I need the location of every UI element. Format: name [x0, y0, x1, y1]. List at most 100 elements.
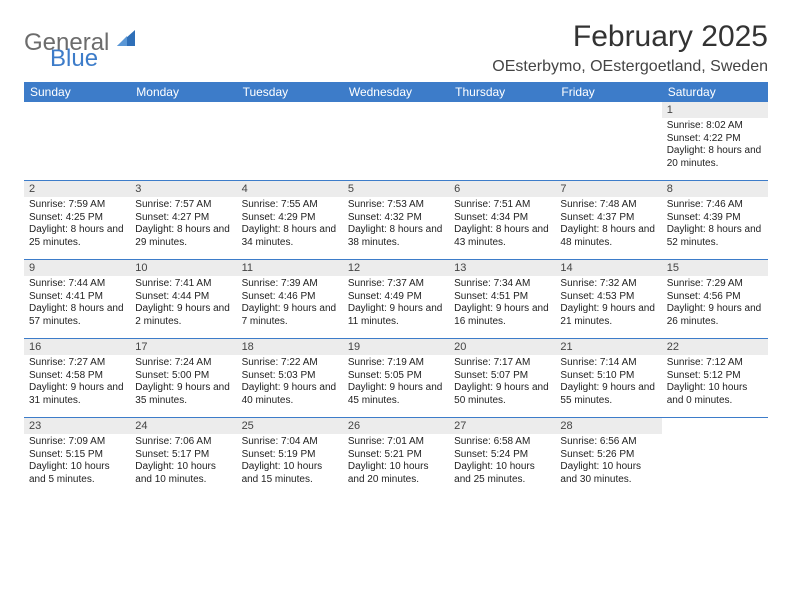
- day-daylight: Daylight: 8 hours and 25 minutes.: [29, 224, 125, 249]
- day-details: Sunrise: 7:39 AMSunset: 4:46 PMDaylight:…: [237, 276, 343, 332]
- day-sunset: Sunset: 5:10 PM: [560, 370, 656, 383]
- day-number: 25: [237, 418, 343, 434]
- day-sunrise: Sunrise: 7:48 AM: [560, 199, 656, 212]
- day-details: Sunrise: 7:51 AMSunset: 4:34 PMDaylight:…: [449, 197, 555, 253]
- day-daylight: Daylight: 9 hours and 45 minutes.: [348, 382, 444, 407]
- day-daylight: Daylight: 9 hours and 21 minutes.: [560, 303, 656, 328]
- day-number: [24, 102, 130, 118]
- day-sunrise: Sunrise: 6:56 AM: [560, 436, 656, 449]
- calendar-cell: 15Sunrise: 7:29 AMSunset: 4:56 PMDayligh…: [662, 260, 768, 338]
- calendar-cell: [343, 102, 449, 180]
- calendar-cell: 22Sunrise: 7:12 AMSunset: 5:12 PMDayligh…: [662, 339, 768, 417]
- calendar-cell: 5Sunrise: 7:53 AMSunset: 4:32 PMDaylight…: [343, 181, 449, 259]
- day-sunrise: Sunrise: 7:19 AM: [348, 357, 444, 370]
- day-number: 8: [662, 181, 768, 197]
- day-daylight: Daylight: 9 hours and 16 minutes.: [454, 303, 550, 328]
- day-daylight: Daylight: 8 hours and 57 minutes.: [29, 303, 125, 328]
- day-details: Sunrise: 7:53 AMSunset: 4:32 PMDaylight:…: [343, 197, 449, 253]
- day-daylight: Daylight: 8 hours and 38 minutes.: [348, 224, 444, 249]
- day-sunrise: Sunrise: 7:37 AM: [348, 278, 444, 291]
- day-sunset: Sunset: 4:27 PM: [135, 212, 231, 225]
- day-sunrise: Sunrise: 7:55 AM: [242, 199, 338, 212]
- day-details: [662, 434, 768, 440]
- day-daylight: Daylight: 8 hours and 52 minutes.: [667, 224, 763, 249]
- calendar-cell: [130, 102, 236, 180]
- calendar-cell: 19Sunrise: 7:19 AMSunset: 5:05 PMDayligh…: [343, 339, 449, 417]
- day-sunset: Sunset: 4:56 PM: [667, 291, 763, 304]
- calendar-cell: [449, 102, 555, 180]
- day-details: [555, 118, 661, 124]
- day-sunset: Sunset: 4:25 PM: [29, 212, 125, 225]
- day-sunrise: Sunrise: 7:09 AM: [29, 436, 125, 449]
- day-sunrise: Sunrise: 6:58 AM: [454, 436, 550, 449]
- day-sunrise: Sunrise: 7:29 AM: [667, 278, 763, 291]
- day-details: [130, 118, 236, 124]
- day-sunrise: Sunrise: 7:06 AM: [135, 436, 231, 449]
- day-details: [449, 118, 555, 124]
- day-sunset: Sunset: 4:46 PM: [242, 291, 338, 304]
- day-sunrise: Sunrise: 7:39 AM: [242, 278, 338, 291]
- day-daylight: Daylight: 9 hours and 50 minutes.: [454, 382, 550, 407]
- day-sunrise: Sunrise: 7:57 AM: [135, 199, 231, 212]
- calendar-cell: [555, 102, 661, 180]
- day-daylight: Daylight: 8 hours and 43 minutes.: [454, 224, 550, 249]
- day-details: Sunrise: 7:41 AMSunset: 4:44 PMDaylight:…: [130, 276, 236, 332]
- day-details: Sunrise: 7:12 AMSunset: 5:12 PMDaylight:…: [662, 355, 768, 411]
- weekday-header: Monday: [130, 82, 236, 102]
- day-sunset: Sunset: 4:34 PM: [454, 212, 550, 225]
- day-daylight: Daylight: 10 hours and 10 minutes.: [135, 461, 231, 486]
- weekday-header: Thursday: [449, 82, 555, 102]
- brand-sail-icon: [115, 28, 137, 55]
- day-details: Sunrise: 7:17 AMSunset: 5:07 PMDaylight:…: [449, 355, 555, 411]
- calendar-page: General Blue February 2025 OEsterbymo, O…: [0, 0, 792, 612]
- calendar-cell: [24, 102, 130, 180]
- day-sunrise: Sunrise: 7:59 AM: [29, 199, 125, 212]
- weekday-header: Saturday: [662, 82, 768, 102]
- day-daylight: Daylight: 8 hours and 20 minutes.: [667, 145, 763, 170]
- day-details: Sunrise: 7:22 AMSunset: 5:03 PMDaylight:…: [237, 355, 343, 411]
- day-number: 16: [24, 339, 130, 355]
- day-sunset: Sunset: 5:03 PM: [242, 370, 338, 383]
- week-row: 9Sunrise: 7:44 AMSunset: 4:41 PMDaylight…: [24, 259, 768, 338]
- day-sunset: Sunset: 5:07 PM: [454, 370, 550, 383]
- calendar-cell: 13Sunrise: 7:34 AMSunset: 4:51 PMDayligh…: [449, 260, 555, 338]
- day-details: Sunrise: 7:48 AMSunset: 4:37 PMDaylight:…: [555, 197, 661, 253]
- day-sunset: Sunset: 4:41 PM: [29, 291, 125, 304]
- calendar-cell: 4Sunrise: 7:55 AMSunset: 4:29 PMDaylight…: [237, 181, 343, 259]
- day-sunset: Sunset: 5:00 PM: [135, 370, 231, 383]
- day-sunrise: Sunrise: 7:41 AM: [135, 278, 231, 291]
- day-details: Sunrise: 7:04 AMSunset: 5:19 PMDaylight:…: [237, 434, 343, 490]
- day-sunrise: Sunrise: 7:44 AM: [29, 278, 125, 291]
- day-details: Sunrise: 7:24 AMSunset: 5:00 PMDaylight:…: [130, 355, 236, 411]
- calendar-cell: 8Sunrise: 7:46 AMSunset: 4:39 PMDaylight…: [662, 181, 768, 259]
- day-sunrise: Sunrise: 7:04 AM: [242, 436, 338, 449]
- day-number: 15: [662, 260, 768, 276]
- day-number: 22: [662, 339, 768, 355]
- day-number: 27: [449, 418, 555, 434]
- day-number: 19: [343, 339, 449, 355]
- day-sunset: Sunset: 5:17 PM: [135, 449, 231, 462]
- calendar-cell: 28Sunrise: 6:56 AMSunset: 5:26 PMDayligh…: [555, 418, 661, 496]
- day-daylight: Daylight: 10 hours and 25 minutes.: [454, 461, 550, 486]
- day-daylight: Daylight: 9 hours and 7 minutes.: [242, 303, 338, 328]
- week-row: 1Sunrise: 8:02 AMSunset: 4:22 PMDaylight…: [24, 102, 768, 180]
- location-subtitle: OEsterbymo, OEstergoetland, Sweden: [492, 58, 768, 76]
- calendar-cell: 25Sunrise: 7:04 AMSunset: 5:19 PMDayligh…: [237, 418, 343, 496]
- day-sunrise: Sunrise: 7:22 AM: [242, 357, 338, 370]
- day-daylight: Daylight: 8 hours and 34 minutes.: [242, 224, 338, 249]
- day-number: 11: [237, 260, 343, 276]
- day-details: Sunrise: 7:44 AMSunset: 4:41 PMDaylight:…: [24, 276, 130, 332]
- weekday-header: Friday: [555, 82, 661, 102]
- day-number: 7: [555, 181, 661, 197]
- day-daylight: Daylight: 10 hours and 20 minutes.: [348, 461, 444, 486]
- day-number: 5: [343, 181, 449, 197]
- day-number: [662, 418, 768, 434]
- day-sunrise: Sunrise: 7:32 AM: [560, 278, 656, 291]
- calendar-cell: 17Sunrise: 7:24 AMSunset: 5:00 PMDayligh…: [130, 339, 236, 417]
- calendar-cell: 20Sunrise: 7:17 AMSunset: 5:07 PMDayligh…: [449, 339, 555, 417]
- day-number: 12: [343, 260, 449, 276]
- day-details: Sunrise: 7:55 AMSunset: 4:29 PMDaylight:…: [237, 197, 343, 253]
- day-sunset: Sunset: 4:22 PM: [667, 133, 763, 146]
- day-sunset: Sunset: 4:32 PM: [348, 212, 444, 225]
- calendar-cell: 21Sunrise: 7:14 AMSunset: 5:10 PMDayligh…: [555, 339, 661, 417]
